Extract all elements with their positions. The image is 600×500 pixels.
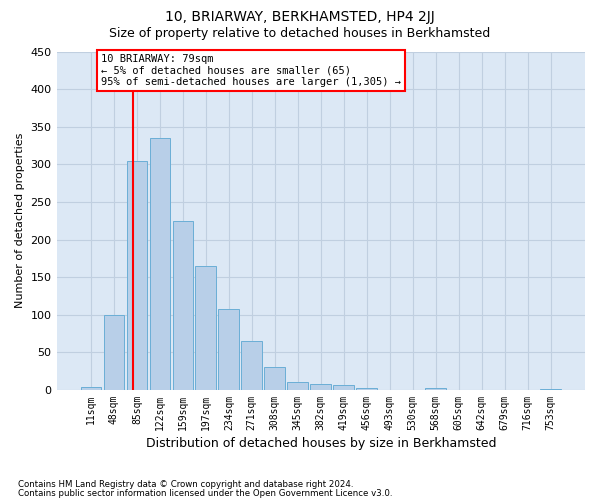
Text: 10, BRIARWAY, BERKHAMSTED, HP4 2JJ: 10, BRIARWAY, BERKHAMSTED, HP4 2JJ [165, 10, 435, 24]
Bar [173, 220, 193, 390]
Bar [334, 386, 354, 390]
Bar [425, 388, 446, 390]
Text: Contains public sector information licensed under the Open Government Licence v3: Contains public sector information licen… [18, 488, 392, 498]
Bar [149, 138, 170, 390]
Bar [356, 388, 377, 390]
Text: 10 BRIARWAY: 79sqm
← 5% of detached houses are smaller (65)
95% of semi-detached: 10 BRIARWAY: 79sqm ← 5% of detached hous… [101, 54, 401, 87]
Bar [310, 384, 331, 390]
Text: Size of property relative to detached houses in Berkhamsted: Size of property relative to detached ho… [109, 28, 491, 40]
Bar [196, 266, 216, 390]
Bar [127, 160, 147, 390]
Text: Contains HM Land Registry data © Crown copyright and database right 2024.: Contains HM Land Registry data © Crown c… [18, 480, 353, 489]
Bar [241, 341, 262, 390]
Bar [104, 314, 124, 390]
Bar [540, 389, 561, 390]
Bar [265, 368, 285, 390]
Bar [287, 382, 308, 390]
X-axis label: Distribution of detached houses by size in Berkhamsted: Distribution of detached houses by size … [146, 437, 496, 450]
Bar [80, 387, 101, 390]
Y-axis label: Number of detached properties: Number of detached properties [15, 133, 25, 308]
Bar [218, 308, 239, 390]
